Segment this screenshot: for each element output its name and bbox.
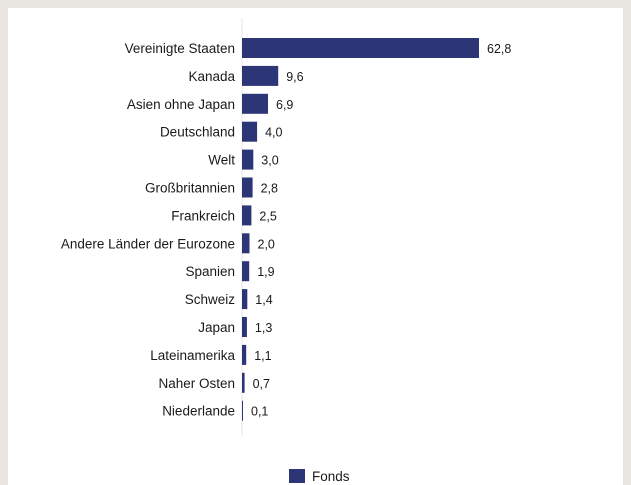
bar-niederlande: [242, 400, 243, 421]
bar-deutschland: [242, 121, 258, 142]
value-label-andere-lander-der-eurozone: 2,0: [258, 237, 275, 251]
labels-layer: Vereinigte Staaten 62,8 Kanada 9,6 Asien ohn…: [61, 41, 512, 419]
category-label-vereinigte-staaten: Vereinigte Staaten: [125, 41, 235, 56]
category-label-schweiz: Schweiz: [185, 292, 236, 307]
value-label-naher-osten: 0,7: [253, 377, 270, 391]
bar-asien-ohne-japan: [242, 93, 268, 114]
bar-vereinigte-staaten: [242, 38, 479, 58]
value-label-asien-ohne-japan: 6,9: [276, 98, 293, 112]
bar-lateinamerika: [242, 344, 247, 365]
bar-grossbritannien: [242, 177, 253, 198]
bars-layer: [242, 38, 479, 421]
value-label-japan: 1,3: [255, 321, 272, 335]
value-label-kanada: 9,6: [286, 70, 303, 84]
value-label-spanien: 1,9: [257, 265, 274, 279]
bar-schweiz: [242, 289, 248, 310]
legend-label-fonds: Fonds: [312, 469, 350, 484]
category-label-niederlande: Niederlande: [162, 404, 235, 419]
category-label-frankreich: Frankreich: [171, 208, 235, 223]
value-label-vereinigte-staaten: 62,8: [487, 42, 511, 56]
category-label-lateinamerika: Lateinamerika: [150, 348, 235, 363]
category-label-kanada: Kanada: [188, 69, 235, 84]
bar-naher-osten: [242, 372, 245, 393]
category-label-japan: Japan: [198, 320, 235, 335]
category-label-naher-osten: Naher Osten: [158, 376, 235, 391]
legend-swatch-fonds: [289, 469, 305, 483]
bar-welt: [242, 149, 254, 170]
value-label-welt: 3,0: [261, 154, 278, 168]
bar-japan: [242, 317, 247, 337]
bar-frankreich: [242, 205, 252, 226]
category-label-welt: Welt: [208, 153, 235, 168]
legend: Fonds: [289, 469, 350, 484]
category-label-grossbritannien: Großbritannien: [145, 181, 235, 196]
value-label-frankreich: 2,5: [259, 209, 276, 223]
category-label-asien-ohne-japan: Asien ohne Japan: [127, 97, 235, 112]
bar-spanien: [242, 261, 250, 282]
value-label-lateinamerika: 1,1: [254, 349, 271, 363]
bar-kanada: [242, 65, 279, 86]
category-label-spanien: Spanien: [185, 264, 235, 279]
category-label-deutschland: Deutschland: [160, 125, 235, 140]
bar-andere-lander-der-eurozone: [242, 233, 250, 254]
bar-chart: Vereinigte Staaten 62,8 Kanada 9,6 Asien ohn…: [61, 18, 512, 484]
value-label-deutschland: 4,0: [265, 126, 282, 140]
chart-card: Vereinigte Staaten 62,8 Kanada 9,6 Asien ohn…: [8, 8, 623, 485]
value-label-niederlande: 0,1: [251, 405, 268, 419]
category-label-andere-lander-der-eurozone: Andere Länder der Eurozone: [61, 236, 235, 251]
value-label-grossbritannien: 2,8: [261, 182, 278, 196]
value-label-schweiz: 1,4: [255, 293, 272, 307]
